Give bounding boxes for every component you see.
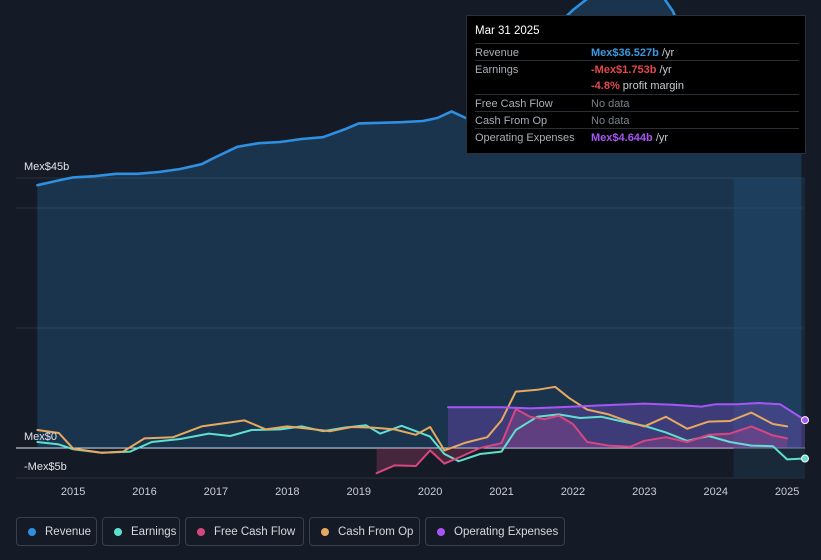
tooltip-value: No data	[591, 115, 630, 127]
legend-item-earnings[interactable]: Earnings	[102, 517, 180, 546]
y-tick-label: Mex$45b	[24, 161, 69, 173]
tooltip-label: Free Cash Flow	[475, 98, 553, 110]
tooltip-value: -4.8% profit margin	[591, 80, 684, 92]
grid	[16, 177, 805, 479]
x-tick-label: 2017	[204, 486, 228, 498]
tooltip-value: Mex$36.527b /yr	[591, 47, 675, 59]
operating-expenses-area	[448, 403, 805, 448]
y-tick-label: Mex$0	[24, 431, 57, 443]
tooltip-date: Mar 31 2025	[475, 25, 540, 37]
tooltip-row: Earnings -Mex$1.753b /yr	[475, 60, 799, 78]
tooltip-row: Cash From Op No data	[475, 111, 799, 129]
x-axis: 2015 2016 2017 2018 2019 2020 2021 2022 2023 2024…	[61, 486, 800, 498]
tooltip-label: Revenue	[475, 47, 520, 59]
tooltip: Mar 31 2025 Revenue Mex$36.527b /yr Earnin…	[466, 15, 806, 154]
tooltip-value: No data	[591, 98, 630, 110]
y-axis: Mex$45b Mex$0 -Mex$5b	[24, 161, 69, 473]
x-tick-label: 2020	[418, 486, 442, 498]
tooltip-row: Operating Expenses Mex$4.644b /yr	[475, 128, 799, 146]
x-tick-label: 2019	[346, 486, 370, 498]
operating-expenses-endpoint	[801, 416, 809, 425]
free-cash-flow-area	[376, 409, 788, 474]
tooltip-row: Free Cash Flow No data	[475, 94, 799, 112]
legend-item-cash-from-op[interactable]: Cash From Op	[309, 517, 420, 546]
legend-item-revenue[interactable]: Revenue	[16, 517, 97, 546]
earnings-endpoint	[801, 454, 809, 463]
tooltip-label: Earnings	[475, 64, 519, 76]
tooltip-value: -Mex$1.753b /yr	[591, 64, 672, 76]
legend-label: Free Cash Flow	[214, 525, 296, 538]
x-tick-label: 2015	[61, 486, 85, 498]
legend-item-operating-expenses[interactable]: Operating Expenses	[425, 517, 565, 546]
earnings-line	[36, 413, 806, 463]
tooltip-row: Revenue Mex$36.527b /yr	[475, 43, 799, 61]
operating-expenses-line	[447, 402, 806, 422]
legend-label: Revenue	[45, 525, 92, 538]
tooltip-label: Operating Expenses	[475, 132, 575, 144]
x-tick-label: 2025	[775, 486, 799, 498]
x-tick-label: 2018	[275, 486, 299, 498]
legend-item-free-cash-flow[interactable]: Free Cash Flow	[185, 517, 304, 546]
legend-label: Cash From Op	[338, 525, 414, 538]
cash-from-op-line	[36, 385, 789, 454]
x-tick-label: 2023	[632, 486, 656, 498]
tooltip-row: -4.8% profit margin	[475, 77, 799, 94]
tooltip-value: Mex$4.644b /yr	[591, 132, 669, 144]
x-tick-label: 2021	[489, 486, 513, 498]
legend-dot-icon	[197, 527, 205, 536]
y-tick-label: -Mex$5b	[24, 461, 67, 473]
x-tick-label: 2016	[132, 486, 156, 498]
legend-dot-icon	[28, 527, 36, 536]
legend-label: Earnings	[131, 525, 177, 538]
legend-dot-icon	[437, 527, 445, 536]
x-tick-label: 2024	[704, 486, 728, 498]
legend-dot-icon	[114, 527, 122, 536]
free-cash-flow-line	[375, 408, 789, 475]
x-tick-label: 2022	[561, 486, 585, 498]
legend-label: Operating Expenses	[454, 525, 559, 538]
legend-dot-icon	[321, 527, 329, 536]
tooltip-label: Cash From Op	[475, 115, 548, 127]
